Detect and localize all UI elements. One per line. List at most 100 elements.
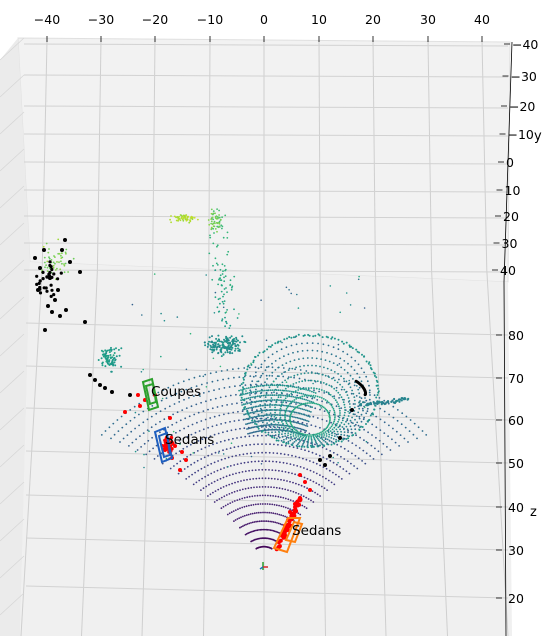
cloud-point: [292, 435, 295, 437]
cloud-point: [216, 306, 219, 309]
cloud-point: [303, 505, 306, 508]
cloud-point: [325, 435, 328, 437]
cloud-point: [300, 392, 303, 395]
cloud-point: [257, 427, 260, 430]
cloud-point: [249, 411, 252, 414]
cloud-point: [350, 365, 353, 368]
cloud-point: [328, 416, 331, 418]
cloud-point: [215, 215, 218, 218]
sedan-near-bounding-box: [272, 517, 302, 554]
cloud-point: [268, 394, 270, 397]
cloud-point: [316, 445, 319, 448]
cloud-point: [346, 371, 349, 374]
cloud-point: [336, 436, 339, 438]
cloud-point: [268, 469, 270, 471]
cloud-point: [239, 489, 241, 491]
cloud-point: [243, 514, 246, 517]
cloud-point: [378, 400, 381, 403]
cloud-point: [271, 529, 273, 532]
cloud-point: [299, 396, 302, 398]
cloud-point: [395, 430, 398, 433]
cloud-point: [240, 526, 243, 528]
object-point: [110, 390, 114, 394]
cloud-point: [322, 406, 325, 409]
object-point: [42, 248, 46, 252]
cloud-point: [371, 423, 374, 426]
cloud-point: [307, 440, 310, 442]
cloud-point: [217, 221, 220, 224]
cloud-point: [229, 283, 232, 286]
cloud-point: [129, 409, 132, 411]
cloud-point: [229, 420, 231, 423]
cloud-point: [348, 435, 350, 438]
object-point: [56, 288, 60, 292]
cloud-point: [195, 403, 198, 406]
cloud-point: [349, 374, 352, 377]
cloud-point: [298, 437, 301, 439]
cloud-point: [246, 422, 249, 425]
cloud-point: [332, 422, 335, 425]
cloud-point: [257, 430, 260, 433]
cloud-point: [273, 478, 276, 480]
cloud-point: [334, 415, 336, 417]
cloud-point: [212, 242, 215, 245]
cloud-point: [310, 437, 313, 439]
cloud-point: [267, 389, 269, 392]
cloud-point: [287, 425, 290, 428]
cloud-point: [143, 442, 146, 445]
cloud-point: [280, 348, 283, 351]
cloud-point: [318, 334, 321, 337]
cloud-point: [261, 468, 264, 471]
cloud-point: [303, 414, 306, 416]
cloud-point: [321, 446, 324, 449]
cloud-point: [222, 270, 224, 273]
object-point: [56, 277, 60, 281]
cloud-point: [254, 460, 256, 463]
cloud-point: [322, 436, 325, 438]
cloud-point: [287, 376, 290, 378]
cloud-point: [301, 418, 304, 421]
cloud-point: [392, 427, 394, 430]
object-point: [41, 270, 45, 274]
cloud-point: [273, 380, 275, 383]
object-point: [45, 275, 49, 279]
cloud-point: [362, 401, 365, 404]
cloud-point: [251, 380, 254, 383]
cloud-point: [342, 401, 345, 404]
cloud-point: [59, 268, 62, 271]
cloud-point: [213, 433, 216, 436]
cloud-point: [238, 389, 241, 392]
cloud-point: [311, 451, 314, 454]
cloud-point: [176, 316, 179, 318]
cloud-point: [310, 394, 312, 397]
cloud-point: [130, 430, 133, 433]
cloud-point: [60, 254, 62, 257]
cloud-point: [292, 427, 295, 430]
cloud-point: [259, 404, 262, 406]
cloud-point: [324, 441, 327, 443]
cloud-point: [347, 437, 350, 440]
cloud-point: [260, 411, 263, 414]
cloud-point: [274, 411, 276, 414]
cloud-point: [332, 461, 335, 464]
cloud-point: [271, 428, 274, 431]
cloud-point: [339, 412, 341, 414]
cloud-point: [178, 401, 181, 403]
cloud-point: [217, 460, 220, 462]
cloud-point: [291, 426, 294, 429]
cloud-point: [361, 407, 364, 410]
cloud-point: [307, 399, 309, 402]
cloud-point: [212, 349, 215, 352]
cloud-point: [227, 438, 230, 441]
cloud-point: [341, 386, 344, 388]
cloud-point: [254, 401, 257, 404]
cloud-point: [230, 348, 233, 351]
cloud-point: [190, 463, 193, 466]
cloud-point: [249, 396, 252, 399]
cloud-point: [353, 396, 356, 398]
cloud-point: [215, 337, 218, 340]
cloud-point: [343, 360, 346, 362]
cloud-point: [205, 274, 207, 276]
cloud-point: [271, 394, 274, 396]
cloud-point: [244, 384, 247, 386]
